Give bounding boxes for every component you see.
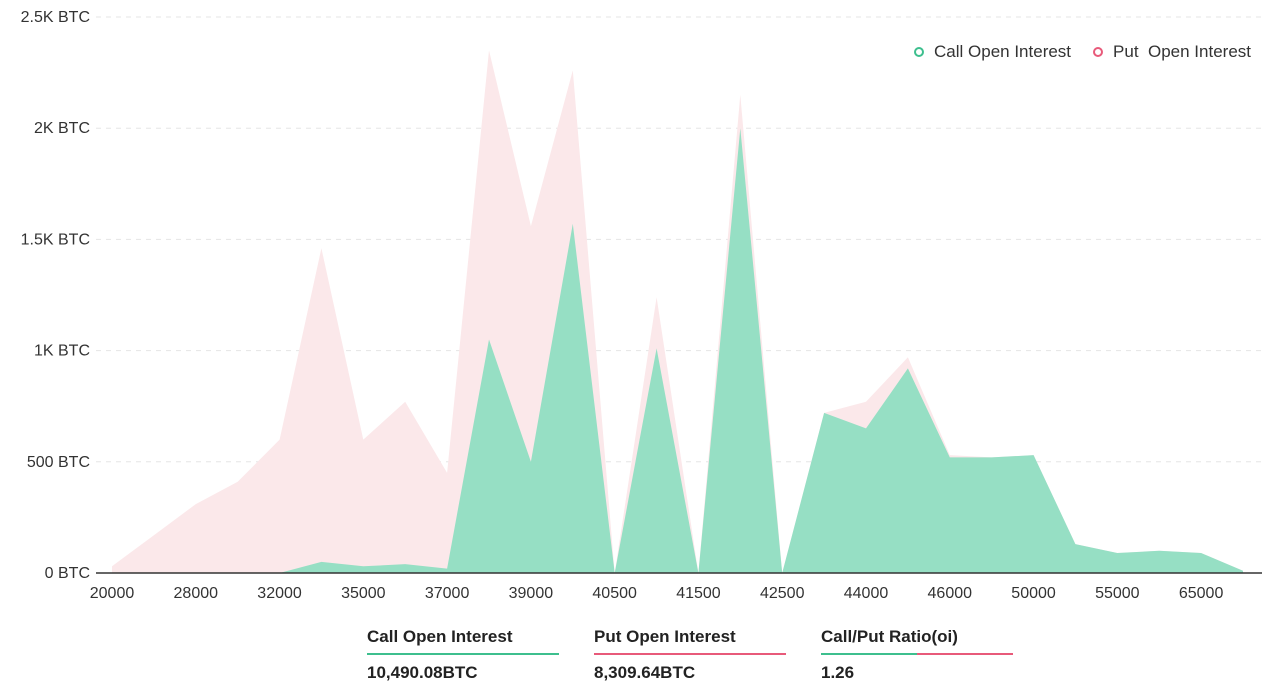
put-dot-icon [1093, 47, 1104, 57]
x-tick-label: 32000 [257, 585, 302, 602]
x-tick-label: 28000 [174, 585, 219, 602]
legend: Call Open Interest Put Open Interest [914, 42, 1251, 62]
call-dot-icon [914, 47, 925, 57]
summary-stats: Call Open Interest 10,490.08BTC Put Open… [367, 627, 1013, 683]
y-tick-label: 2K BTC [34, 120, 90, 137]
x-tick-label: 50000 [1011, 585, 1056, 602]
legend-put-label: Put Open Interest [1113, 42, 1251, 61]
x-tick-label: 55000 [1095, 585, 1140, 602]
x-tick-label: 65000 [1179, 585, 1224, 602]
x-tick-label: 41500 [676, 585, 721, 602]
stat-put-label: Put Open Interest [594, 627, 736, 646]
stat-call-value: 10,490.08BTC [367, 663, 478, 682]
x-tick-label: 39000 [509, 585, 554, 602]
legend-call[interactable]: Call Open Interest [914, 42, 1071, 62]
x-tick-label: 37000 [425, 585, 470, 602]
y-tick-label: 1.5K BTC [21, 231, 90, 248]
stat-call-underline [367, 653, 559, 655]
y-tick-label: 2.5K BTC [21, 9, 90, 26]
stat-put: Put Open Interest 8,309.64BTC [594, 627, 786, 683]
x-tick-label: 40500 [592, 585, 637, 602]
y-tick-label: 1K BTC [34, 343, 90, 360]
x-tick-label: 42500 [760, 585, 805, 602]
stat-put-underline [594, 653, 786, 655]
stat-call-label: Call Open Interest [367, 627, 513, 646]
put-area [112, 50, 1243, 573]
legend-put[interactable]: Put Open Interest [1093, 42, 1251, 62]
oi-chart: 0 BTC 500 BTC 1K BTC 1.5K BTC 2K BTC 2.5K BTC… [21, 9, 1262, 602]
x-tick-label: 20000 [90, 585, 135, 602]
x-tick-label: 46000 [928, 585, 973, 602]
stat-ratio-underline [821, 653, 1013, 655]
x-tick-label: 44000 [844, 585, 889, 602]
legend-call-label: Call Open Interest [934, 42, 1072, 61]
y-tick-label: 0 BTC [45, 565, 90, 582]
x-tick-label: 35000 [341, 585, 386, 602]
call-area [112, 128, 1243, 573]
stat-call: Call Open Interest 10,490.08BTC [367, 627, 559, 683]
stat-ratio: Call/Put Ratio(oi) 1.26 [821, 627, 1013, 683]
stat-ratio-label: Call/Put Ratio(oi) [821, 627, 958, 646]
y-tick-label: 500 BTC [27, 454, 90, 471]
stat-put-value: 8,309.64BTC [594, 663, 696, 682]
stat-ratio-value: 1.26 [821, 663, 855, 682]
